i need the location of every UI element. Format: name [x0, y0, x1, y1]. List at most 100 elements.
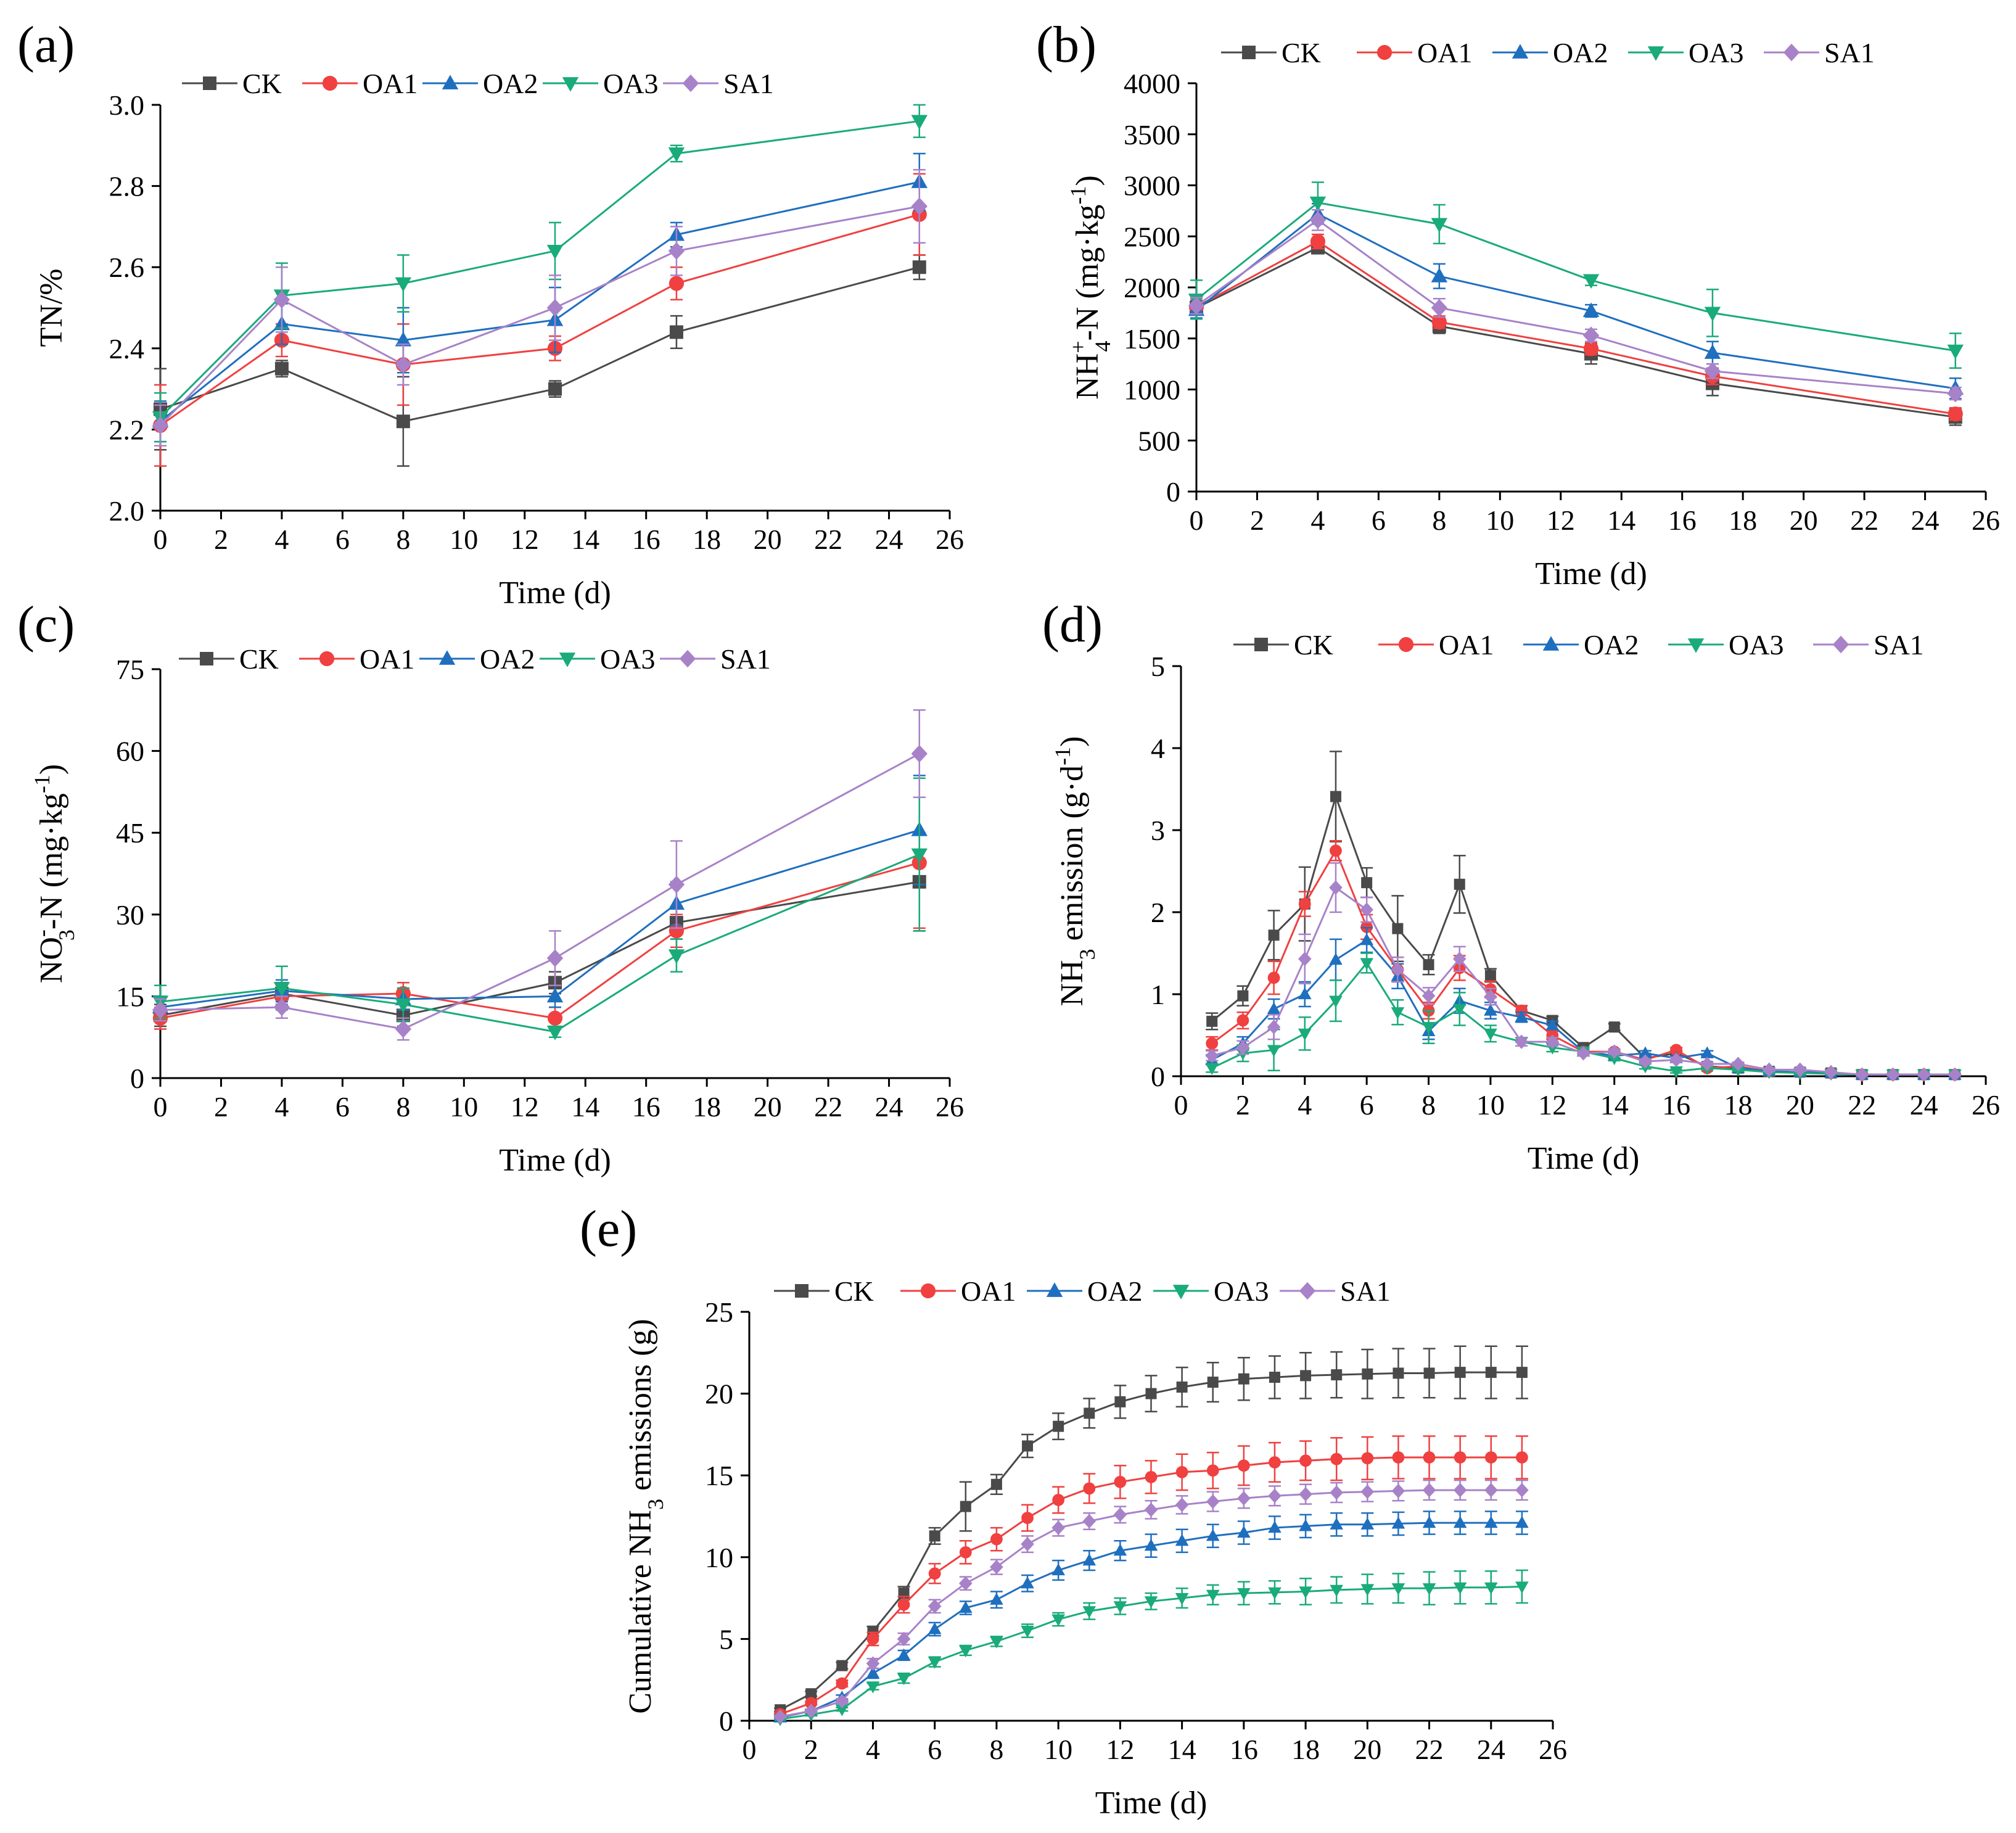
- data-point: [959, 1645, 973, 1658]
- data-point: [1113, 1601, 1127, 1613]
- x-tick-label: 18: [693, 524, 721, 555]
- data-point: [1484, 1028, 1497, 1041]
- data-point: [911, 115, 928, 130]
- legend-label: CK: [834, 1275, 874, 1307]
- y-axis-title: Cumulative NH3 emissions (g): [623, 1319, 668, 1714]
- y-axis-title-rest: emissions (g): [623, 1319, 658, 1499]
- series-line: [1211, 793, 1955, 1076]
- data-point: [1175, 1534, 1189, 1546]
- data-point: [1330, 1452, 1343, 1465]
- legend-item-oa1: OA1: [302, 68, 418, 99]
- data-point: [990, 1592, 1003, 1605]
- legend-marker: [1512, 44, 1529, 59]
- data-point: [1082, 1553, 1096, 1566]
- data-point: [395, 355, 412, 374]
- data-point: [1206, 1015, 1218, 1027]
- legend-label: OA1: [363, 68, 418, 99]
- data-point: [1704, 344, 1721, 359]
- data-point: [912, 260, 926, 274]
- data-point: [773, 1709, 787, 1724]
- data-point: [1360, 921, 1373, 933]
- data-point: [1206, 1529, 1220, 1541]
- x-axis-title: Time (d): [1095, 1786, 1208, 1821]
- data-point: [1670, 1044, 1682, 1057]
- legend-label: OA2: [1553, 37, 1608, 68]
- data-point: [1700, 1057, 1714, 1071]
- data-point: [1021, 1576, 1034, 1589]
- x-tick-label: 18: [1724, 1089, 1752, 1121]
- data-point: [546, 244, 564, 260]
- legend-marker: [1398, 636, 1414, 653]
- legend-item-sa1: SA1: [1280, 1275, 1391, 1307]
- data-point: [1948, 1067, 1962, 1082]
- data-point: [805, 1697, 818, 1710]
- data-point: [990, 1636, 1003, 1649]
- data-point: [668, 949, 685, 964]
- data-point: [1021, 1536, 1034, 1552]
- x-tick-label: 0: [743, 1734, 757, 1765]
- y-axis-title-sup: -: [30, 929, 54, 937]
- data-point: [1422, 1583, 1436, 1596]
- series-oa3: [152, 777, 928, 1040]
- data-point: [546, 299, 564, 317]
- data-point: [547, 1010, 563, 1026]
- data-point: [1824, 1065, 1838, 1080]
- data-point: [1452, 952, 1467, 966]
- x-tick-label: 8: [989, 1734, 1003, 1765]
- data-point: [1268, 1587, 1282, 1600]
- legend-marker: [920, 1283, 936, 1299]
- legend-label: CK: [1294, 629, 1333, 661]
- y-tick-label: 2.6: [109, 252, 145, 283]
- data-point: [1330, 1584, 1343, 1597]
- x-tick-label: 18: [693, 1091, 721, 1122]
- data-point: [668, 147, 685, 162]
- data-point: [1053, 1420, 1064, 1432]
- x-tick-label: 22: [1415, 1734, 1444, 1765]
- data-point: [1484, 1582, 1498, 1595]
- data-point: [1268, 1488, 1282, 1504]
- x-tick-label: 26: [936, 1091, 964, 1122]
- y-tick-label: 0: [1166, 476, 1180, 508]
- data-point: [1422, 1515, 1436, 1528]
- data-point: [1360, 1485, 1375, 1499]
- legend-label: CK: [239, 643, 279, 675]
- y-axis-title: NH+4-N (mg·kg-1): [1066, 175, 1115, 400]
- legend-item-sa1: SA1: [1764, 37, 1875, 68]
- data-point: [1545, 1018, 1560, 1031]
- legend-label: OA2: [1584, 629, 1639, 661]
- legend-marker: [1172, 1285, 1190, 1300]
- data-point: [1330, 1485, 1343, 1500]
- data-point: [1855, 1067, 1869, 1082]
- legend-marker: [1687, 638, 1705, 653]
- y-tick-label: 0: [1151, 1061, 1165, 1092]
- data-point: [1113, 1507, 1127, 1522]
- series-sa1: [1205, 862, 1962, 1082]
- data-point: [1484, 1451, 1497, 1464]
- data-point: [1144, 1502, 1158, 1517]
- data-point: [835, 1694, 849, 1708]
- data-point: [1360, 902, 1373, 917]
- y-tick-label: 5: [1151, 651, 1165, 682]
- y-tick-label: 5: [719, 1623, 733, 1655]
- y-axis-title-rest: -N (mg·kg: [1070, 204, 1105, 340]
- data-point: [1731, 1057, 1745, 1071]
- data-point: [928, 1622, 942, 1634]
- series-line: [160, 854, 920, 1033]
- data-point: [273, 290, 290, 309]
- data-point: [866, 1633, 879, 1646]
- y-tick-label: 75: [116, 654, 144, 685]
- data-point: [1700, 1046, 1714, 1058]
- x-tick-label: 4: [274, 1091, 289, 1122]
- x-tick-label: 18: [1729, 505, 1757, 536]
- x-tick-label: 6: [1360, 1089, 1374, 1121]
- data-point: [1237, 1459, 1250, 1472]
- y-tick-label: 2000: [1124, 272, 1180, 303]
- legend-item-ck: CK: [1221, 37, 1321, 68]
- data-point: [866, 1681, 880, 1694]
- x-tick-label: 8: [396, 1091, 410, 1122]
- y-tick-label: 1500: [1124, 323, 1180, 355]
- data-point: [1021, 1512, 1034, 1525]
- x-tick-label: 6: [335, 1091, 350, 1122]
- legend-item-ck: CK: [179, 643, 279, 675]
- legend: CK OA1 OA2 OA3 SA1: [774, 1275, 1391, 1307]
